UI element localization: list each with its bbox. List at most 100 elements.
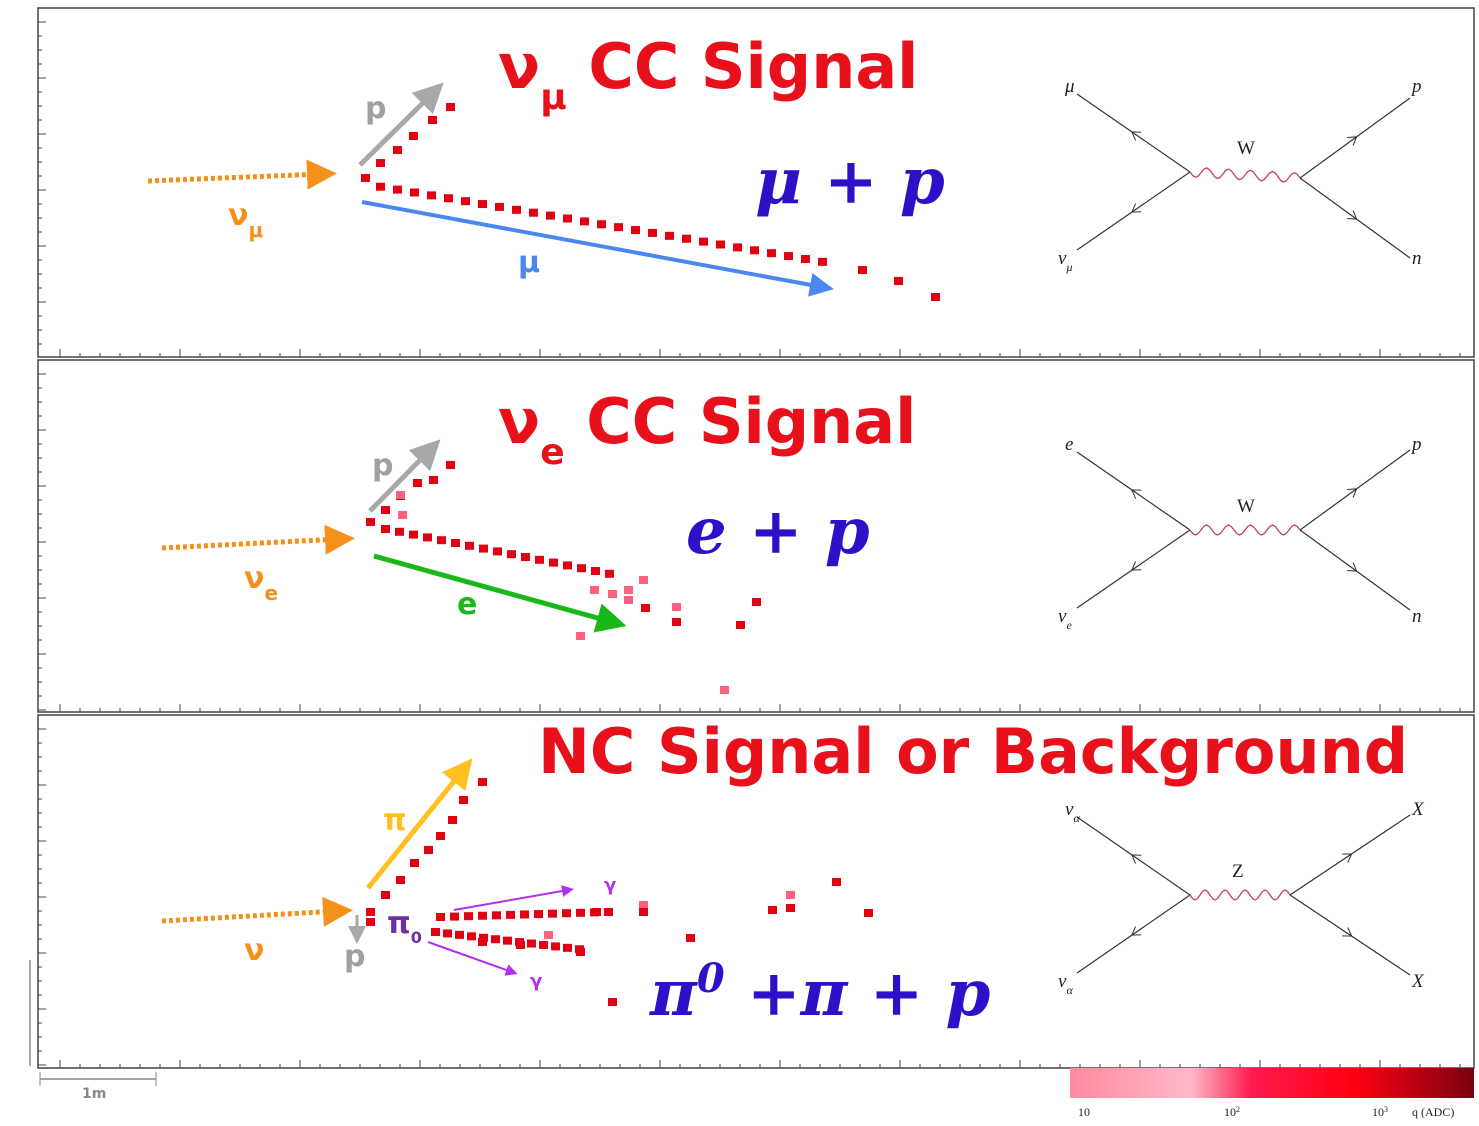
hit xyxy=(443,929,452,937)
hit xyxy=(546,212,555,220)
fermion-line xyxy=(1077,172,1190,250)
arrow xyxy=(362,202,822,287)
hit xyxy=(720,686,729,694)
text-part: e xyxy=(264,581,278,605)
text-part: μ xyxy=(1065,260,1072,274)
hit xyxy=(590,586,599,594)
hit xyxy=(424,846,433,854)
colorbar-tick-label: 102 xyxy=(1224,1105,1240,1120)
hit xyxy=(563,944,572,952)
hit xyxy=(478,778,487,786)
hit xyxy=(376,183,385,191)
hit xyxy=(858,266,867,274)
text-part: p xyxy=(1410,434,1422,455)
hit xyxy=(576,909,585,917)
diagram-label: n xyxy=(1412,248,1422,269)
diagram-label: νe xyxy=(1058,606,1072,632)
text-part: +π + p xyxy=(725,956,991,1031)
fermion-line xyxy=(1077,452,1190,530)
hit xyxy=(381,891,390,899)
hit xyxy=(672,603,681,611)
diagram-label: e xyxy=(1065,434,1073,455)
neutrino-label: ν xyxy=(244,933,264,968)
text-part: Z xyxy=(1232,861,1244,882)
hit xyxy=(832,878,841,886)
boson-label: Z xyxy=(1232,861,1244,882)
diagram-label: νμ xyxy=(1058,248,1072,274)
hit xyxy=(465,542,474,550)
hit xyxy=(549,559,558,567)
hit xyxy=(376,159,385,167)
hit xyxy=(459,796,468,804)
hit xyxy=(624,596,633,604)
text-part: e xyxy=(457,587,477,622)
text-part: 0 xyxy=(411,928,422,947)
hit xyxy=(614,223,623,231)
hit xyxy=(631,226,640,234)
hit xyxy=(768,906,777,914)
panel-title: νμ CC Signal xyxy=(498,30,918,118)
hit xyxy=(478,912,487,920)
text-part: n xyxy=(1412,248,1422,269)
fermion-line xyxy=(1290,815,1410,895)
text-part: e xyxy=(1065,434,1073,455)
colorbar-tick-label: 10 xyxy=(1078,1105,1090,1119)
hit xyxy=(409,531,418,539)
text-part: W xyxy=(1237,496,1255,517)
hit xyxy=(366,518,375,526)
diagram-label: να xyxy=(1065,799,1080,825)
boson-line xyxy=(1190,890,1290,900)
hit xyxy=(409,132,418,140)
hit xyxy=(784,252,793,260)
text-part: 10 xyxy=(1372,1105,1384,1119)
hit xyxy=(512,206,521,214)
hit xyxy=(562,909,571,917)
hit xyxy=(520,910,529,918)
hit xyxy=(624,586,633,594)
hit xyxy=(736,621,745,629)
hit xyxy=(423,533,432,541)
neutrino-label: νe xyxy=(244,561,278,605)
text-part: γ xyxy=(530,971,542,992)
diagram-label: p xyxy=(1410,76,1422,97)
text-part: NC Signal or Background xyxy=(538,715,1408,788)
text-part: π xyxy=(649,956,698,1031)
proton-label: p xyxy=(365,91,386,126)
arrow xyxy=(428,942,512,972)
hit xyxy=(361,174,370,182)
text-part: 10 xyxy=(1224,1105,1236,1119)
diagram-label: n xyxy=(1412,606,1422,627)
text-part: X xyxy=(1411,971,1425,992)
hit xyxy=(894,277,903,285)
hit xyxy=(479,545,488,553)
fermion-line xyxy=(1077,94,1190,172)
text-part: e xyxy=(540,432,564,473)
boson-label: W xyxy=(1237,138,1255,159)
hit xyxy=(427,191,436,199)
lepton-label: μ xyxy=(518,245,540,280)
colorbar-unit: q (ADC) xyxy=(1412,1105,1454,1119)
text-part: p xyxy=(372,448,393,483)
hit xyxy=(551,942,560,950)
pi0-label: π0 xyxy=(387,906,422,947)
hit xyxy=(591,567,600,575)
arrow xyxy=(162,911,338,921)
gamma-label: γ xyxy=(530,971,542,992)
hit xyxy=(436,913,445,921)
hit xyxy=(393,186,402,194)
hit xyxy=(786,891,795,899)
text-part: p xyxy=(344,939,365,974)
fermion-line xyxy=(1077,817,1190,895)
text-part: ν xyxy=(244,933,264,968)
hit xyxy=(395,528,404,536)
fermion-line xyxy=(1300,98,1410,178)
panel-title: NC Signal or Background xyxy=(538,715,1408,788)
arrow xyxy=(148,174,322,181)
hit xyxy=(641,604,650,612)
fermion-line xyxy=(1300,178,1410,258)
text-part: ν xyxy=(498,385,540,458)
hit xyxy=(563,214,572,222)
hit xyxy=(478,200,487,208)
hit xyxy=(733,243,742,251)
text-part: γ xyxy=(604,875,616,896)
